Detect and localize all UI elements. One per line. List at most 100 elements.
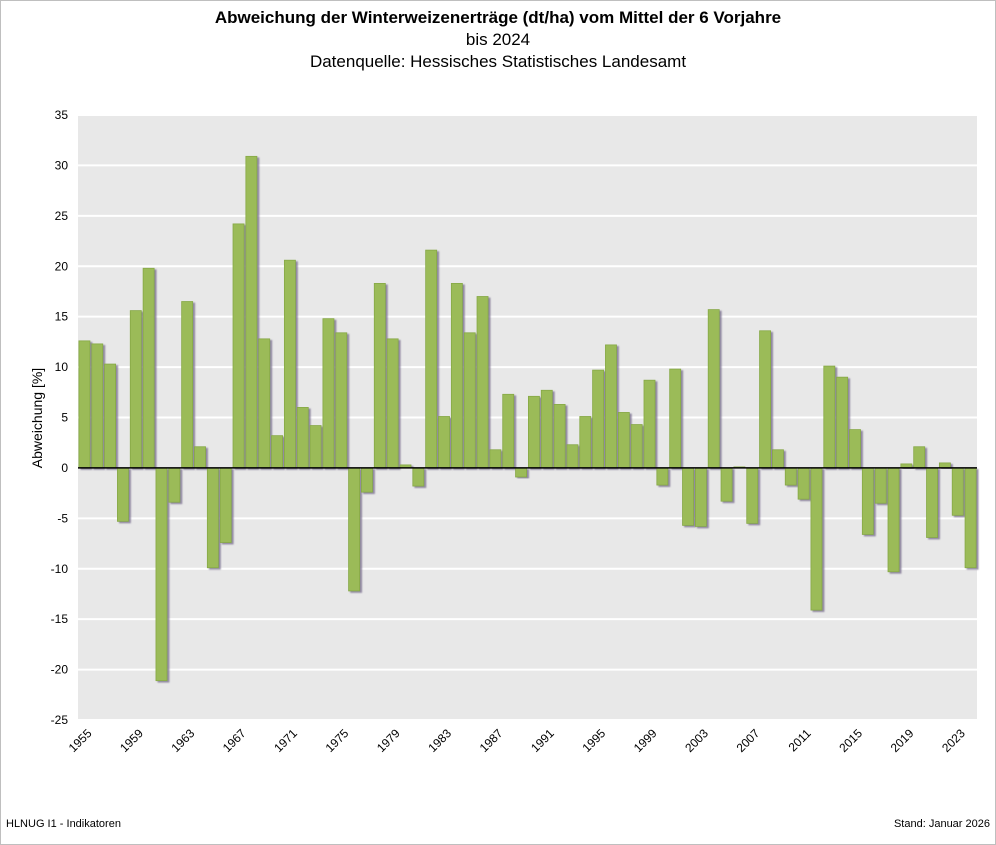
y-tick-label: -15	[51, 612, 69, 626]
bar-2003	[694, 467, 707, 527]
bar-2020	[913, 446, 926, 469]
x-tick-label: 1995	[579, 726, 608, 755]
x-tick-label: 1971	[271, 726, 300, 755]
x-tick-label: 1963	[169, 726, 198, 755]
bar-1996	[605, 344, 617, 469]
y-tick-label: 35	[55, 108, 69, 122]
y-tick-label: -5	[57, 511, 68, 525]
bar-1993	[566, 444, 579, 469]
y-tick-label: 30	[55, 158, 69, 172]
x-tick-label: 1983	[425, 726, 454, 755]
y-tick-label: 25	[55, 209, 69, 223]
bar-2022	[938, 462, 951, 469]
bar-1964	[194, 446, 206, 469]
bar-2018	[887, 467, 900, 573]
x-tick-label: 1975	[323, 726, 352, 755]
y-tick-label: 20	[55, 259, 69, 273]
x-tick-label: 1959	[117, 726, 146, 755]
bar-2024	[964, 467, 977, 569]
bar-1990	[527, 395, 540, 469]
bar-2014	[836, 376, 849, 469]
bar-2005	[720, 467, 733, 502]
chart-subtitle-1: bis 2024	[465, 30, 531, 49]
x-tick-label: 2007	[734, 726, 763, 755]
y-tick-label: -10	[51, 562, 69, 576]
bar-2004	[707, 309, 720, 469]
y-axis-label: Abweichung [%]	[29, 368, 45, 468]
bar-1973	[309, 425, 322, 469]
bar-1977	[361, 467, 373, 493]
bar-1974	[322, 318, 335, 469]
bar-1988	[502, 393, 515, 469]
bar-1991	[540, 389, 553, 469]
bar-2016	[861, 467, 874, 535]
bar-1962	[168, 467, 181, 503]
bar-1963	[181, 301, 194, 469]
bar-1995	[592, 369, 605, 469]
bar-2002	[682, 467, 694, 526]
x-tick-label: 1987	[477, 726, 506, 755]
bar-2023	[951, 467, 964, 516]
y-tick-label: 15	[55, 310, 69, 324]
bar-1992	[553, 403, 566, 469]
bar-1968	[245, 155, 258, 469]
bar-2008	[759, 330, 772, 469]
y-tick-label: 5	[61, 411, 68, 425]
bar-1971	[283, 259, 296, 469]
bar-1957	[104, 363, 117, 469]
bar-2013	[823, 365, 836, 469]
bar-2011	[797, 467, 810, 500]
bar-2009	[772, 449, 784, 469]
bar-1965	[206, 467, 219, 569]
x-tick-label: 1999	[631, 726, 660, 755]
bar-1975	[335, 332, 348, 469]
bar-2012	[810, 467, 823, 611]
bar-1997	[617, 412, 630, 469]
chart-subtitle-2: Datenquelle: Hessisches Statistisches La…	[309, 52, 687, 71]
bar-1984	[450, 282, 463, 469]
bar-1958	[117, 467, 129, 522]
bar-1994	[579, 416, 592, 469]
x-tick-label: 2023	[939, 726, 968, 755]
bar-1966	[219, 467, 232, 543]
y-tick-label: 0	[61, 461, 68, 475]
bar-2007	[746, 467, 759, 524]
x-tick-label: 2019	[888, 726, 917, 755]
bar-1981	[412, 467, 425, 487]
bar-1956	[91, 343, 104, 469]
bar-1982	[425, 249, 438, 469]
bar-1970	[271, 435, 283, 469]
x-tick-label: 2015	[836, 726, 865, 755]
bar-2015	[849, 429, 861, 469]
y-tick-label: -25	[51, 713, 69, 727]
bar-1983	[438, 416, 450, 469]
bar-1987	[489, 449, 502, 469]
bar-1972	[296, 407, 309, 469]
bar-1960	[142, 267, 155, 469]
bar-2000	[656, 467, 669, 486]
bar-2010	[784, 467, 797, 486]
bar-1978	[373, 282, 386, 469]
x-tick-label: 2003	[682, 726, 711, 755]
x-tick-label: 1979	[374, 726, 403, 755]
x-tick-label: 1991	[528, 726, 557, 755]
x-tick-label: 1967	[220, 726, 249, 755]
x-tick-label: 1955	[66, 726, 95, 755]
bar-1985	[463, 332, 476, 469]
bar-1961	[155, 467, 168, 682]
x-tick-label: 2011	[786, 726, 814, 754]
bar-1955	[78, 340, 91, 469]
bar-1979	[386, 338, 399, 469]
footer-date: Stand: Januar 2026	[893, 818, 990, 830]
bar-1969	[258, 338, 271, 469]
bar-1959	[129, 310, 142, 469]
chart-title: Abweichung der Winterweizenerträge (dt/h…	[214, 8, 782, 27]
bar-2001	[669, 368, 682, 469]
bar-2021	[926, 467, 938, 538]
bar-1976	[348, 467, 361, 592]
bar-1998	[630, 424, 643, 469]
bar-2017	[874, 467, 887, 504]
bar-1967	[232, 223, 245, 469]
bar-1989	[515, 467, 528, 478]
